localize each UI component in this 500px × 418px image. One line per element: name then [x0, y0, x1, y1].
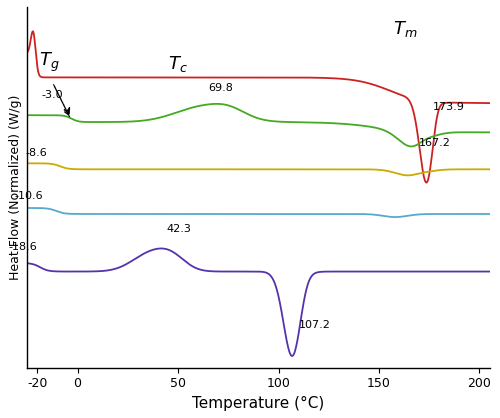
Text: -8.6: -8.6	[26, 148, 48, 158]
Text: -10.6: -10.6	[14, 191, 44, 201]
X-axis label: Temperature (°C): Temperature (°C)	[192, 396, 324, 411]
Text: 167.2: 167.2	[419, 138, 451, 148]
Text: 107.2: 107.2	[298, 320, 330, 330]
Text: -18.6: -18.6	[8, 242, 38, 252]
Text: 173.9: 173.9	[434, 102, 465, 112]
Text: T$_m$: T$_m$	[393, 19, 417, 39]
Text: 42.3: 42.3	[166, 224, 191, 234]
Y-axis label: Heat Flow (Normalized) (W/g): Heat Flow (Normalized) (W/g)	[8, 94, 22, 280]
Text: 69.8: 69.8	[208, 83, 233, 93]
Text: T$_g$: T$_g$	[39, 51, 60, 74]
Text: -3.0: -3.0	[42, 89, 64, 99]
Text: T$_c$: T$_c$	[168, 54, 188, 74]
